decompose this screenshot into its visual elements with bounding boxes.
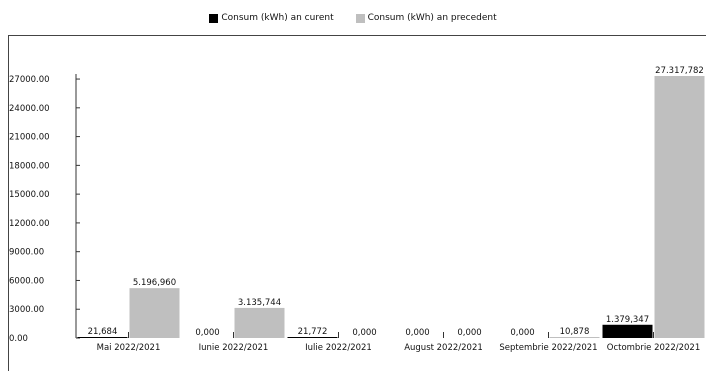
x-category-label: Iunie 2022/2021 — [199, 343, 269, 353]
data-label: 0,000 — [457, 328, 481, 338]
y-tick-label: 27000.00 — [9, 75, 50, 85]
y-tick-label: 24000.00 — [9, 104, 50, 114]
data-label: 3.135,744 — [238, 298, 281, 308]
y-tick-label: 3000.00 — [9, 305, 44, 315]
x-category-label: Septembrie 2022/2021 — [499, 343, 597, 353]
bar-current-year — [287, 337, 338, 338]
legend-item-previous: Consum (kWh) an precedent — [355, 11, 497, 25]
bar-previous-year — [129, 288, 180, 338]
chart-legend: Consum (kWh) an curent Consum (kWh) an p… — [0, 11, 706, 25]
bar-previous-year — [549, 337, 600, 338]
data-label: 21,772 — [298, 327, 328, 337]
data-label: 0,000 — [352, 328, 376, 338]
data-label: 0,000 — [510, 328, 534, 338]
y-tick-label: 0.00 — [9, 334, 28, 344]
x-category-label: Iulie 2022/2021 — [305, 343, 372, 353]
y-tick-label: 21000.00 — [9, 133, 50, 143]
x-category-label: August 2022/2021 — [404, 343, 483, 353]
bar-previous-year — [234, 307, 285, 338]
legend-swatch-previous — [355, 13, 365, 23]
data-label: 27.317,782 — [655, 66, 704, 76]
y-tick-label: 12000.00 — [9, 219, 50, 229]
data-label: 0,000 — [195, 328, 219, 338]
legend-swatch-current — [209, 13, 219, 23]
legend-item-current: Consum (kWh) an curent — [209, 11, 334, 25]
y-tick-label: 9000.00 — [9, 248, 44, 258]
data-label: 0,000 — [405, 328, 429, 338]
bar-current-year — [602, 324, 653, 338]
data-label: 5.196,960 — [133, 278, 176, 288]
x-category-label: Octombrie 2022/2021 — [607, 343, 701, 353]
bar-previous-year — [654, 76, 705, 338]
legend-label-previous: Consum (kWh) an precedent — [367, 13, 497, 23]
data-label: 1.379,347 — [606, 315, 649, 325]
y-tick-label: 6000.00 — [9, 276, 44, 286]
data-label: 10,878 — [560, 327, 590, 337]
y-tick-label: 18000.00 — [9, 161, 50, 171]
legend-label-current: Consum (kWh) an curent — [221, 13, 334, 23]
chart-frame — [8, 35, 706, 371]
y-tick-label: 15000.00 — [9, 190, 50, 200]
bar-current-year — [77, 337, 128, 338]
data-label: 21,684 — [88, 327, 118, 337]
x-category-label: Mai 2022/2021 — [97, 343, 161, 353]
